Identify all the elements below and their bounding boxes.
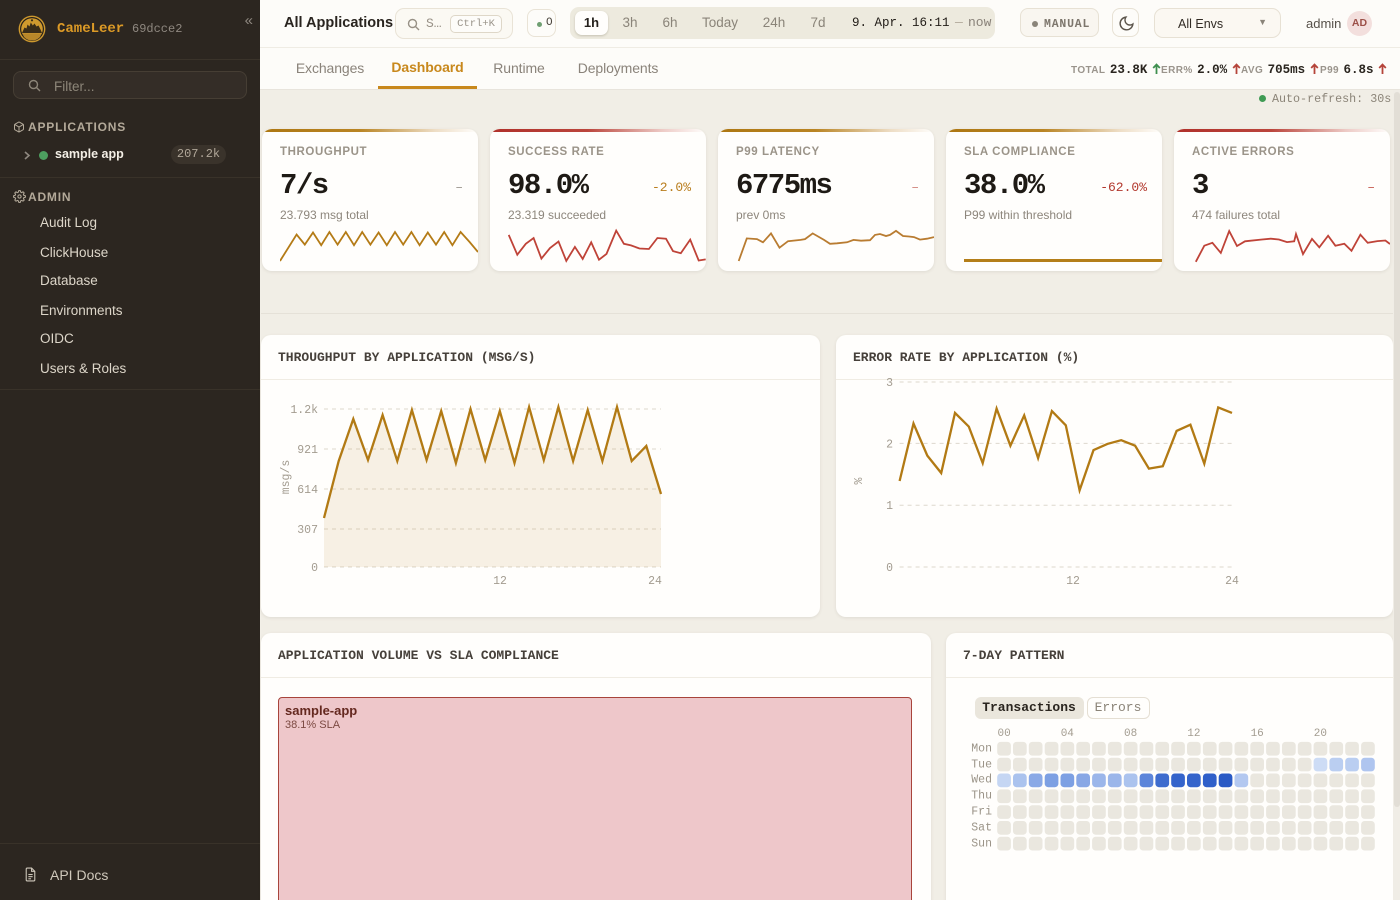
svg-text:1.2k: 1.2k xyxy=(290,404,318,417)
svg-text:12: 12 xyxy=(1066,575,1080,588)
svg-text:24: 24 xyxy=(1225,575,1239,588)
svg-text:0: 0 xyxy=(311,562,318,575)
svg-text:0: 0 xyxy=(886,562,893,575)
svg-text:614: 614 xyxy=(297,484,318,497)
svg-text:%: % xyxy=(853,477,866,484)
svg-text:3: 3 xyxy=(886,378,893,390)
svg-text:24: 24 xyxy=(648,575,662,588)
svg-text:1: 1 xyxy=(886,500,893,513)
svg-text:12: 12 xyxy=(493,575,507,588)
svg-text:2: 2 xyxy=(886,438,893,451)
svg-text:307: 307 xyxy=(297,524,318,537)
svg-text:msg/s: msg/s xyxy=(280,460,293,495)
svg-text:921: 921 xyxy=(297,444,318,457)
